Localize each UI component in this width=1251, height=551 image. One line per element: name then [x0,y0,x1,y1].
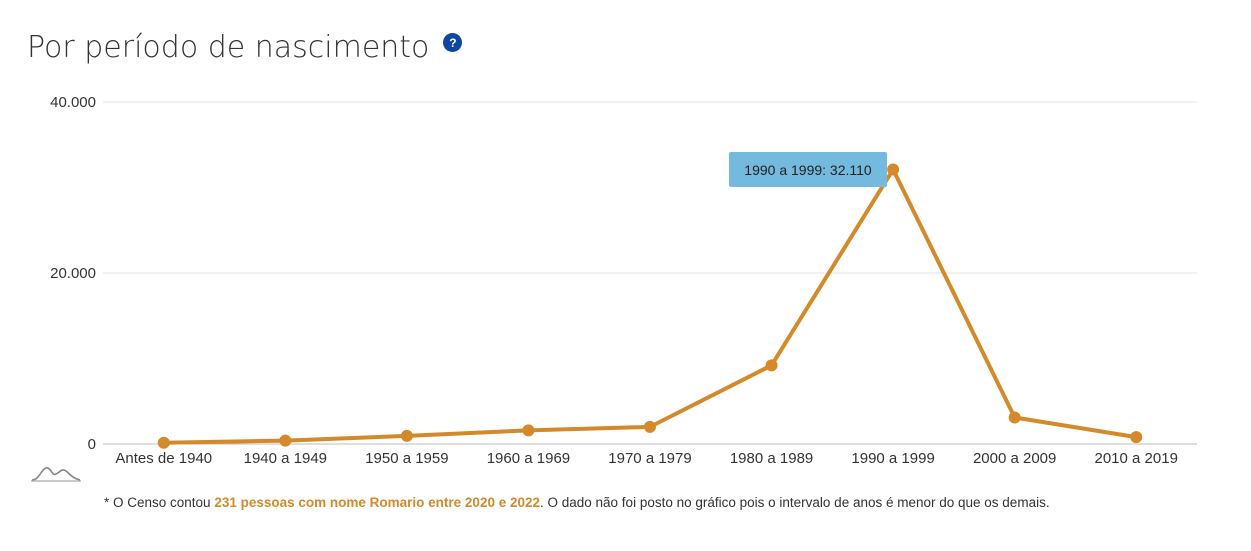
x-tick-label: Antes de 1940 [115,450,212,467]
data-point [1130,431,1143,444]
x-tick-label: 1990 a 1999 [851,450,934,467]
mountain-logo-icon [31,467,81,482]
series-line [161,167,1139,445]
data-point [279,434,292,447]
title-row: Por período de nascimento ? [27,30,463,65]
x-tick-label: 1970 a 1979 [608,450,691,467]
data-point [400,429,413,442]
y-tick-label: 20.000 [50,265,96,282]
chart-tooltip: 1990 a 1999: 32.110 [729,152,887,187]
x-tick-label: 1950 a 1959 [365,450,448,467]
x-tick-label: 2000 a 2009 [973,450,1056,467]
y-tick-label: 0 [88,436,96,453]
data-point [644,420,656,433]
y-tick-label: 40.000 [50,94,96,111]
help-icon[interactable]: ? [443,33,463,52]
data-point [1008,411,1021,424]
x-tick-label: 1960 a 1969 [487,450,570,467]
x-tick-label: 2010 a 2019 [1095,450,1178,467]
footnote-text-end: . O dado não foi posto no gráfico pois o… [540,495,1050,510]
footnote-text-start: * O Censo contou [104,495,215,510]
footnote: * O Censo contou 231 pessoas com nome Ro… [104,495,1050,510]
data-point [765,359,778,372]
x-tick-label: 1980 a 1989 [730,450,813,467]
data-point [887,163,900,176]
data-point [157,436,170,449]
data-point [522,424,535,437]
footnote-highlight[interactable]: 231 pessoas com nome Romario entre 2020 … [214,495,540,510]
x-tick-label: 1940 a 1949 [244,450,327,467]
page-title: Por período de nascimento [27,30,430,65]
